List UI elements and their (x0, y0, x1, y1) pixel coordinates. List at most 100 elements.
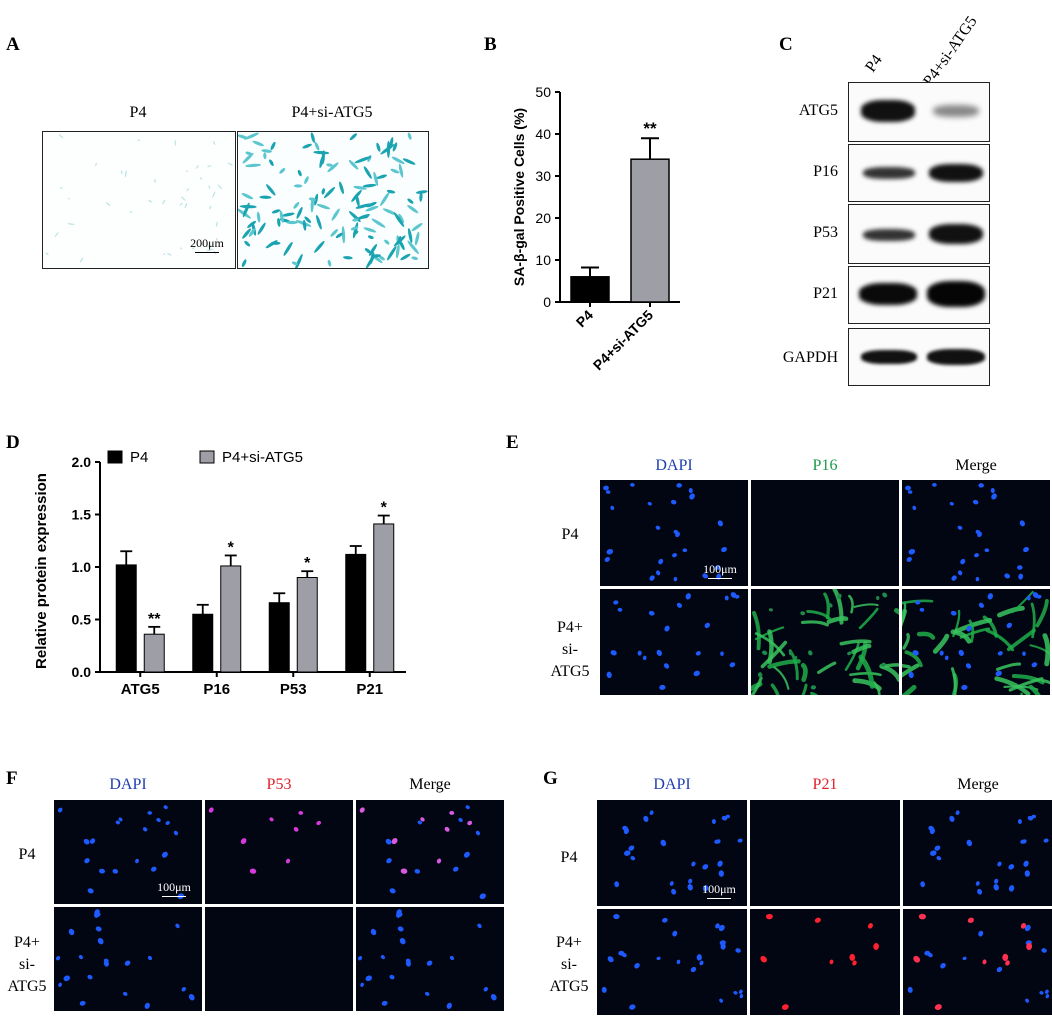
stained-cell (411, 256, 418, 260)
nucleus (912, 505, 917, 511)
nucleus (739, 989, 743, 994)
panel-g-col-dapi: DAPI (653, 776, 691, 793)
nucleus (733, 991, 738, 995)
nucleus (735, 948, 741, 953)
stained-cell (67, 223, 75, 225)
nucleus (676, 483, 682, 488)
significance-mark: * (304, 555, 311, 572)
nucleus (316, 820, 322, 826)
y-tick-label: 0.5 (72, 612, 92, 628)
micrograph-field (357, 909, 497, 1009)
blot-label-gapdh: GAPDH (782, 349, 838, 366)
band-gapdh-sirna (927, 349, 985, 365)
nucleus (649, 810, 654, 816)
cytoplasm-stain (880, 663, 899, 669)
legend-label: P4+si-ATG5 (222, 449, 303, 466)
bar (630, 158, 670, 303)
band-gapdh-p4 (861, 350, 917, 364)
stained-cell (259, 195, 272, 199)
stained-cell (208, 185, 211, 189)
chart-relative-protein-expression: 0.0 0.5 1.0 1.5 2.0 Relative protein expressi… (33, 449, 406, 698)
nucleus (1031, 662, 1038, 668)
panel-f-col-merge: Merge (409, 776, 451, 793)
band-p16-p4 (863, 167, 915, 179)
nucleus (630, 482, 635, 487)
nucleus (1031, 814, 1037, 819)
stained-cell (162, 199, 166, 205)
cytoplasm-stain (954, 618, 993, 634)
cytoplasm-stain (849, 672, 882, 677)
panel-e-row-p4: P4 (561, 526, 579, 543)
stained-cell (326, 163, 333, 167)
nucleus (1002, 953, 1009, 962)
nucleus (719, 940, 726, 946)
stained-cell (180, 247, 183, 250)
bar (296, 577, 318, 673)
micrograph-tile (751, 589, 899, 695)
nucleus (702, 864, 709, 870)
nucleus (405, 960, 411, 967)
stained-cell (363, 166, 372, 179)
stained-cell (261, 149, 273, 153)
nucleus (696, 954, 702, 961)
nucleus (907, 490, 913, 494)
stained-cell (277, 217, 281, 227)
y-tick-label: 1.5 (72, 507, 92, 523)
nucleus (881, 662, 886, 667)
nucleus (669, 881, 674, 886)
nucleus (702, 885, 709, 892)
nucleus (672, 553, 677, 558)
micrograph-scale-bar: 100μm (695, 882, 743, 899)
cytoplasm-stain (1028, 684, 1041, 695)
nucleus (610, 505, 615, 511)
nucleus (144, 1002, 150, 1009)
stained-cell (376, 174, 388, 179)
micrograph-field (601, 914, 744, 1010)
blot-lane-label-sirna: P4+si-ATG5 (920, 13, 981, 90)
nucleus (269, 817, 274, 822)
nucleus (628, 845, 635, 851)
stained-cell (304, 176, 309, 184)
nucleus (188, 994, 195, 1001)
nucleus (718, 924, 725, 932)
nucleus (142, 827, 148, 832)
stained-cell (411, 223, 423, 232)
nucleus (1026, 595, 1031, 601)
nucleus (800, 611, 806, 616)
stained-cell (386, 140, 391, 158)
panel-a-image-sirna (237, 131, 429, 269)
nucleus (649, 575, 655, 581)
cytoplasm-stain (844, 641, 860, 671)
band-atg5-sirna (933, 105, 979, 117)
legend-label: P4 (130, 449, 148, 466)
stained-cell (352, 230, 359, 235)
stained-cell (407, 204, 419, 214)
cytoplasm-stain (902, 684, 917, 695)
stained-cell (241, 193, 254, 200)
nucleus (163, 805, 168, 810)
nucleus (837, 593, 842, 600)
cytoplasm-stain (985, 629, 1015, 652)
nucleus (370, 928, 377, 936)
stained-cell (390, 168, 400, 174)
bar (220, 565, 242, 673)
nucleus (739, 994, 744, 999)
cytoplasm-stain (806, 610, 832, 621)
bar (570, 276, 610, 303)
cytoplasm-stain (752, 610, 761, 651)
nucleus (629, 1004, 636, 1010)
stained-cell (355, 194, 360, 207)
stained-cell (205, 245, 214, 248)
stained-cell (364, 248, 372, 254)
stained-cell (393, 212, 405, 227)
stained-cell (239, 204, 257, 209)
stained-cell (310, 197, 314, 213)
stained-cell (241, 259, 247, 268)
nucleus (920, 881, 926, 888)
stained-cell (294, 253, 303, 268)
nucleus (967, 917, 974, 923)
nucleus (675, 531, 680, 538)
stained-cell (215, 221, 218, 227)
stained-cell (184, 202, 188, 209)
nucleus (458, 817, 463, 823)
